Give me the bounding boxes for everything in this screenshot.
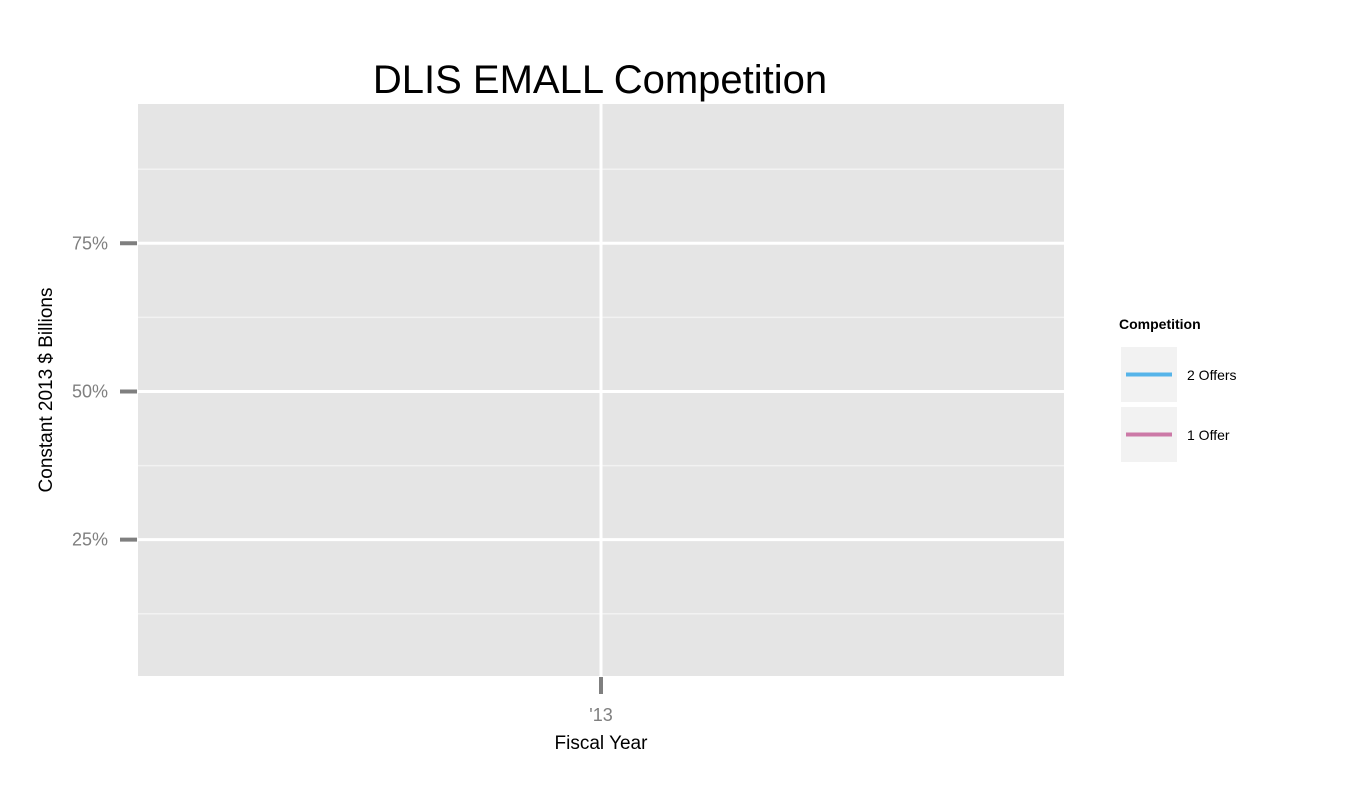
y-axis: 25% 50% 75% bbox=[72, 233, 137, 550]
y-axis-title: Constant 2013 $ Billions bbox=[36, 288, 57, 493]
y-tick-label: 50% bbox=[72, 381, 108, 401]
legend: Competition 2 Offers 1 Offer bbox=[1119, 316, 1237, 462]
x-axis-title: Fiscal Year bbox=[555, 733, 649, 754]
y-tick-label: 75% bbox=[72, 233, 108, 253]
legend-label: 1 Offer bbox=[1187, 427, 1230, 443]
legend-title: Competition bbox=[1119, 316, 1201, 332]
x-axis: '13 bbox=[589, 677, 613, 725]
chart-title: DLIS EMALL Competition bbox=[373, 58, 827, 102]
legend-label: 2 Offers bbox=[1187, 367, 1237, 383]
legend-items: 2 Offers 1 Offer bbox=[1121, 347, 1237, 462]
y-tick-label: 25% bbox=[72, 530, 108, 550]
x-tick-label: '13 bbox=[589, 705, 612, 725]
major-grid bbox=[138, 104, 1064, 676]
